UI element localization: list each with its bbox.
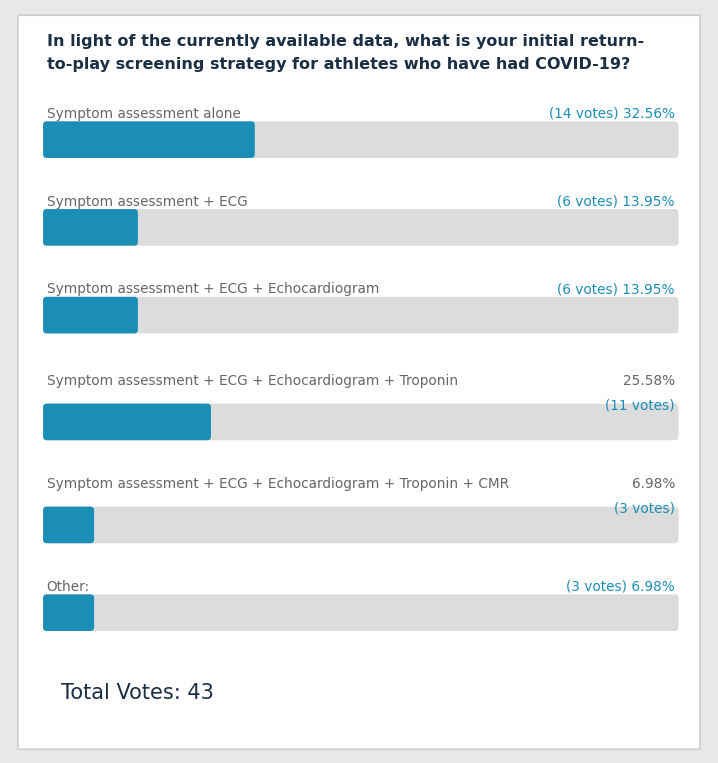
FancyBboxPatch shape <box>43 209 679 246</box>
FancyBboxPatch shape <box>43 209 138 246</box>
Text: 25.58%: 25.58% <box>623 374 675 388</box>
FancyBboxPatch shape <box>43 507 94 543</box>
FancyBboxPatch shape <box>18 15 700 749</box>
FancyBboxPatch shape <box>43 121 679 158</box>
FancyBboxPatch shape <box>43 121 255 158</box>
Text: (14 votes) 32.56%: (14 votes) 32.56% <box>549 107 675 121</box>
Text: Symptom assessment + ECG: Symptom assessment + ECG <box>47 195 247 208</box>
Text: Symptom assessment + ECG + Echocardiogram: Symptom assessment + ECG + Echocardiogra… <box>47 282 379 296</box>
Text: to-play screening strategy for athletes who have had COVID-19?: to-play screening strategy for athletes … <box>47 57 630 72</box>
Text: (3 votes) 6.98%: (3 votes) 6.98% <box>567 580 675 594</box>
Text: 6.98%: 6.98% <box>632 477 675 491</box>
Text: In light of the currently available data, what is your initial return-: In light of the currently available data… <box>47 34 644 50</box>
Text: Symptom assessment alone: Symptom assessment alone <box>47 107 241 121</box>
FancyBboxPatch shape <box>43 594 679 631</box>
Text: (11 votes): (11 votes) <box>605 398 675 412</box>
FancyBboxPatch shape <box>43 297 138 333</box>
Text: Symptom assessment + ECG + Echocardiogram + Troponin: Symptom assessment + ECG + Echocardiogra… <box>47 374 458 388</box>
FancyBboxPatch shape <box>43 507 679 543</box>
Text: (3 votes): (3 votes) <box>614 501 675 515</box>
Text: Total Votes: 43: Total Votes: 43 <box>61 683 214 703</box>
FancyBboxPatch shape <box>43 404 211 440</box>
FancyBboxPatch shape <box>43 297 679 333</box>
Text: Symptom assessment + ECG + Echocardiogram + Troponin + CMR: Symptom assessment + ECG + Echocardiogra… <box>47 477 509 491</box>
Text: (6 votes) 13.95%: (6 votes) 13.95% <box>557 195 675 208</box>
Text: Other:: Other: <box>47 580 90 594</box>
FancyBboxPatch shape <box>43 404 679 440</box>
Text: (6 votes) 13.95%: (6 votes) 13.95% <box>557 282 675 296</box>
FancyBboxPatch shape <box>43 594 94 631</box>
